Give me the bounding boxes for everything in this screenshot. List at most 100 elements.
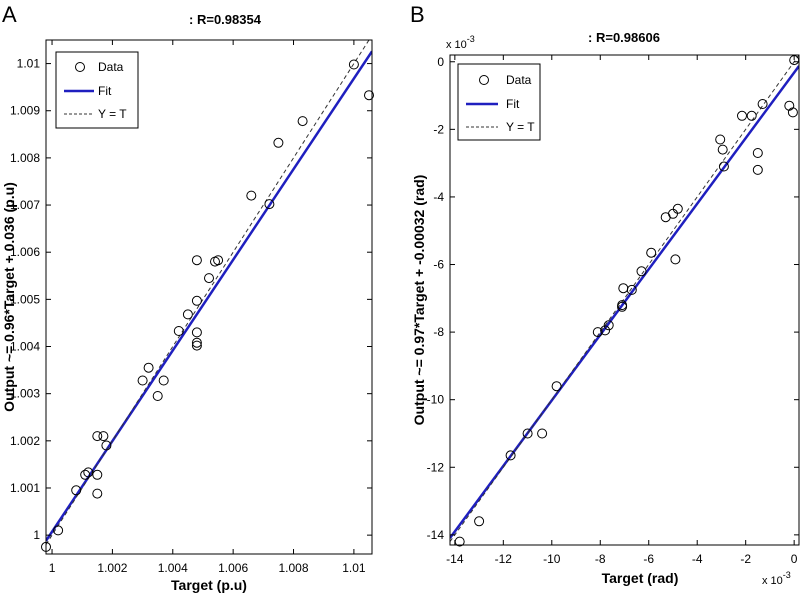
panel-b-legend-data: Data: [506, 73, 532, 87]
panel-a-data-point: [348, 59, 359, 70]
panel-b-letter: B: [410, 2, 425, 27]
panel-a-x-tick-label: 1.01: [342, 561, 366, 575]
panel-a-data-point: [213, 255, 224, 266]
panel-b-data-point: [670, 254, 681, 265]
panel-a-legend-fit: Fit: [98, 84, 112, 98]
panel-b-data-point: [551, 381, 562, 392]
panel-b-x-tick-label: -6: [643, 552, 654, 566]
panel-b-y-tick-label: -8: [433, 325, 444, 339]
panel-b-data-point: [715, 134, 726, 145]
panel-a-data-point: [191, 337, 202, 348]
panel-b-data-point: [737, 110, 747, 121]
panel-a-data-point: [364, 90, 374, 101]
panel-b-identity-line: [450, 55, 799, 542]
panel-a-y-tick-label: 1: [33, 528, 40, 542]
panel-b-data-point: [718, 161, 729, 172]
panel-a-data-point: [53, 525, 64, 536]
panel-a-y-tick-label: 1.004: [10, 340, 40, 354]
panel-a-data-point: [92, 431, 103, 442]
panel-b-data-point: [603, 320, 614, 331]
panel-b-data-point: [505, 450, 516, 461]
panel-a-data-point: [158, 375, 169, 386]
panel-b-data-point: [672, 203, 683, 214]
panel-b-y-tick-label: -4: [433, 190, 444, 204]
panel-a-chart: A : R=0.98354 1 1.002 1.004 1.006 1.008 1.01 …: [1, 2, 374, 593]
panel-b-data-point: [787, 107, 798, 118]
panel-b-data-point: [717, 144, 728, 155]
panel-b-data-point: [636, 266, 647, 277]
panel-a-data-point: [71, 485, 82, 496]
panel-a-x-axis-label: Target (p.u): [171, 577, 247, 593]
panel-a-data-point: [191, 327, 202, 338]
panel-a-identity-line: [46, 40, 370, 545]
panel-a-y-tick-label: 1.001: [10, 481, 40, 495]
panel-a-legend-data-marker: [75, 62, 85, 72]
panel-b-data-point: [626, 284, 637, 295]
panel-b-x-tick-label: -12: [495, 552, 513, 566]
panel-a-data-point: [204, 273, 214, 284]
panel-a-x-tick-label: 1.002: [97, 561, 127, 575]
panel-b-legend-fit: Fit: [506, 97, 520, 111]
panel-b-data-point: [646, 247, 657, 258]
panel-b-chart: B : R=0.98606 x 10-3 -14 -12 -10 -8 -6 -4 -2 0 …: [410, 2, 800, 587]
panel-b-y-tick-label: -12: [427, 460, 445, 474]
panel-a-y-tick-label: 1.007: [10, 198, 40, 212]
panel-b-y-multiplier: x 10-3: [446, 34, 475, 51]
panel-a-data-point: [83, 467, 94, 478]
panel-a-y-tick-label: 1.01: [17, 57, 41, 71]
panel-a-y-tick-label: 1.003: [10, 387, 40, 401]
panel-b-y-tick-label: -10: [427, 393, 445, 407]
panel-a-y-tick-label: 1.009: [10, 104, 40, 118]
panel-b-data-point: [522, 428, 533, 439]
panel-b-x-tick-label: -2: [740, 552, 751, 566]
panel-a-x-tick-label: 1.008: [279, 561, 309, 575]
panel-a-y-axis-label: Output ~= 0.96*Target + 0.036 (p.u): [1, 182, 17, 412]
panel-b-y-tick-label: 0: [437, 55, 444, 69]
panel-b-x-axis-label: Target (rad): [602, 570, 679, 586]
panel-a-title: : R=0.98354: [189, 12, 262, 27]
panel-b-x-tick-label: -10: [543, 552, 561, 566]
panel-b-data-point: [617, 301, 628, 312]
panel-b-data-point: [746, 110, 757, 121]
panel-b-legend-yt: Y = T: [506, 120, 535, 134]
panel-a-data-point: [191, 255, 202, 266]
panel-b-legend-data-marker: [479, 75, 489, 85]
panel-a-legend-data: Data: [98, 60, 124, 74]
panel-b-data-point: [752, 148, 763, 158]
panel-a-x-tick-label: 1.006: [218, 561, 248, 575]
panel-a-data-point: [173, 326, 184, 336]
panel-b-x-multiplier-base: x 10: [762, 575, 783, 587]
panel-a-data-point: [92, 488, 103, 499]
panel-a-data-point: [297, 116, 308, 127]
panel-b-data-point: [592, 327, 603, 338]
panel-a-y-tick-label: 1.002: [10, 434, 40, 448]
panel-b-x-multiplier: x 10-3: [762, 570, 791, 587]
panel-a-data-point: [80, 469, 91, 480]
panel-a-legend: Data Fit Y = T: [55, 51, 139, 129]
panel-a-data-point: [98, 431, 109, 442]
panel-b-y-axis-label: Output ~= 0.97*Target + -0.00032 (rad): [411, 175, 427, 426]
panel-a-data-point: [143, 362, 154, 373]
panel-a-x-tick-label: 1: [49, 561, 56, 575]
panel-a-data-point: [191, 340, 202, 351]
panel-a-letter: A: [2, 2, 17, 27]
panel-a-data-point: [264, 199, 275, 210]
panel-a-data-point: [152, 391, 163, 401]
panel-a-y-tick-label: 1.006: [10, 245, 40, 259]
panel-b-data-point: [752, 164, 763, 175]
panel-a-data-point: [273, 137, 284, 148]
panel-a-x-tick-label: 1.004: [158, 561, 188, 575]
panel-b-x-tick-label: -8: [595, 552, 606, 566]
panel-a-data-point: [246, 190, 257, 201]
panel-b-y-multiplier-base: x 10: [446, 39, 467, 51]
panel-b-data-point: [474, 516, 485, 527]
panel-b-y-tick-label: -2: [433, 122, 444, 136]
panel-a-legend-yt: Y = T: [98, 107, 127, 121]
panel-b-x-multiplier-exp: -3: [783, 570, 791, 580]
panel-a-y-tick-label: 1.008: [10, 151, 40, 165]
panel-a-data-point: [182, 309, 193, 320]
panel-b-data-point: [757, 99, 768, 109]
panel-a-data-point: [101, 440, 112, 451]
panel-a-data-point: [92, 469, 103, 480]
